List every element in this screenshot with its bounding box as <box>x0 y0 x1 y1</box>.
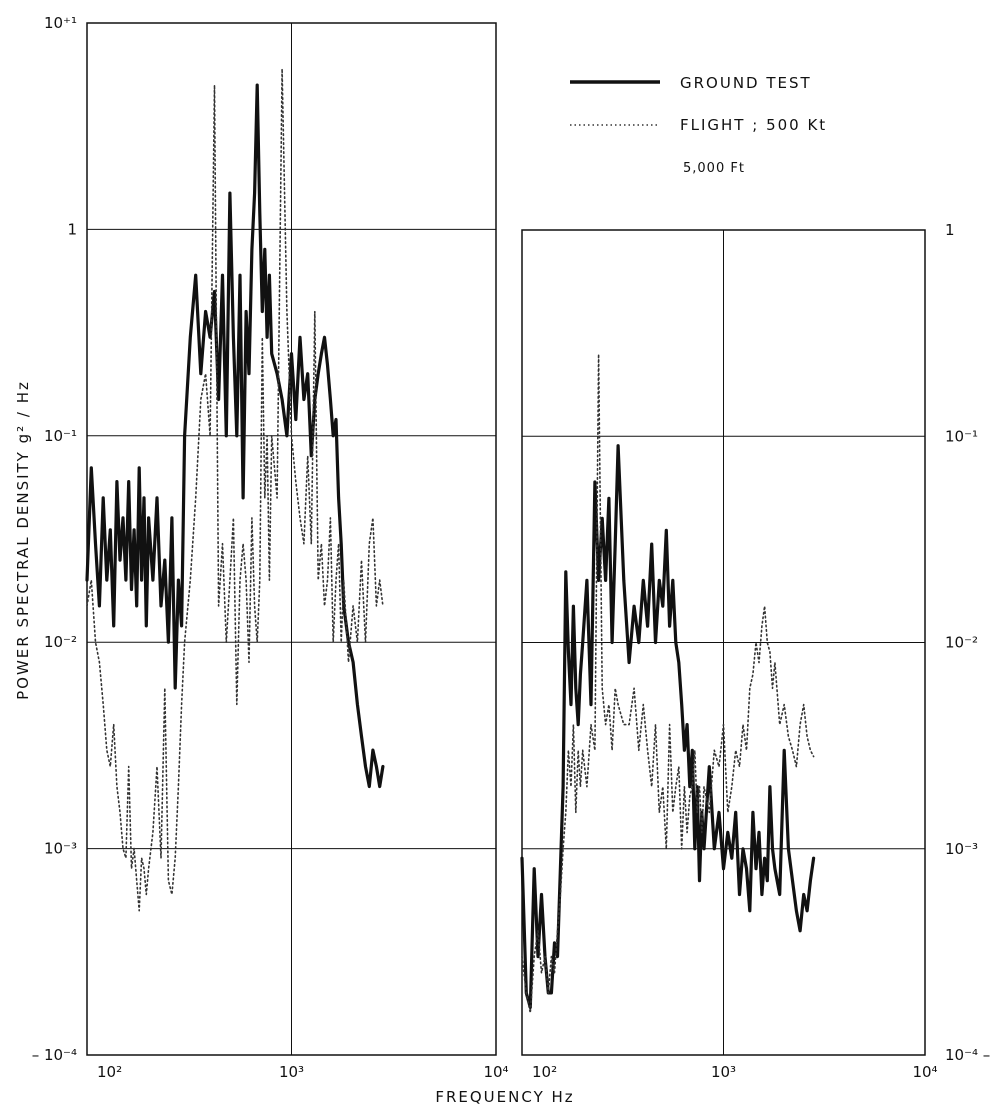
left-panel: 10² 10³ 10⁴ – 10⁻⁴ 10⁻³ 10⁻² 10⁻¹ 1 10⁺¹ <box>32 14 509 1081</box>
y-tick-label: 10⁻¹ <box>44 427 77 445</box>
legend: GROUND TEST FLIGHT ; 500 Kt 5,000 Ft <box>570 74 827 176</box>
y-tick-label: – 10⁻⁴ <box>32 1046 77 1064</box>
x-tick-label: 10² <box>532 1063 557 1081</box>
legend-flight-sublabel: 5,000 Ft <box>683 161 745 176</box>
legend-flight-label: FLIGHT ; 500 Kt <box>680 116 827 134</box>
right-tick-labels: 10² 10³ 10⁴ 10⁻⁴ – 10⁻³ 10⁻² 10⁻¹ 1 <box>532 221 990 1081</box>
y-tick-label: 10⁻² <box>945 634 978 652</box>
x-tick-label: 10² <box>97 1063 122 1081</box>
x-tick-label: 10³ <box>279 1063 304 1081</box>
legend-ground-label: GROUND TEST <box>680 74 812 92</box>
right-panel: 10² 10³ 10⁴ 10⁻⁴ – 10⁻³ 10⁻² 10⁻¹ 1 <box>522 221 990 1081</box>
x-axis-title: FREQUENCY Hz <box>435 1088 574 1106</box>
x-tick-label: 10⁴ <box>912 1063 937 1081</box>
y-tick-label: 10⁻³ <box>44 840 77 858</box>
y-tick-label: 1 <box>945 221 955 239</box>
y-tick-label: 10⁻² <box>44 633 77 651</box>
right-series-ground-test <box>522 446 814 1008</box>
y-tick-label: 10⁻³ <box>945 840 978 858</box>
x-tick-label: 10⁴ <box>483 1063 508 1081</box>
x-tick-label: 10³ <box>711 1063 736 1081</box>
left-series <box>87 69 383 911</box>
right-series <box>522 354 814 1013</box>
y-tick-label: 10⁻⁴ – <box>945 1046 990 1064</box>
y-tick-label: 10⁻¹ <box>945 427 978 445</box>
y-axis-title: POWER SPECTRAL DENSITY g² / Hz <box>14 380 32 700</box>
y-tick-label: 10⁺¹ <box>44 14 77 32</box>
y-tick-label: 1 <box>67 220 77 238</box>
